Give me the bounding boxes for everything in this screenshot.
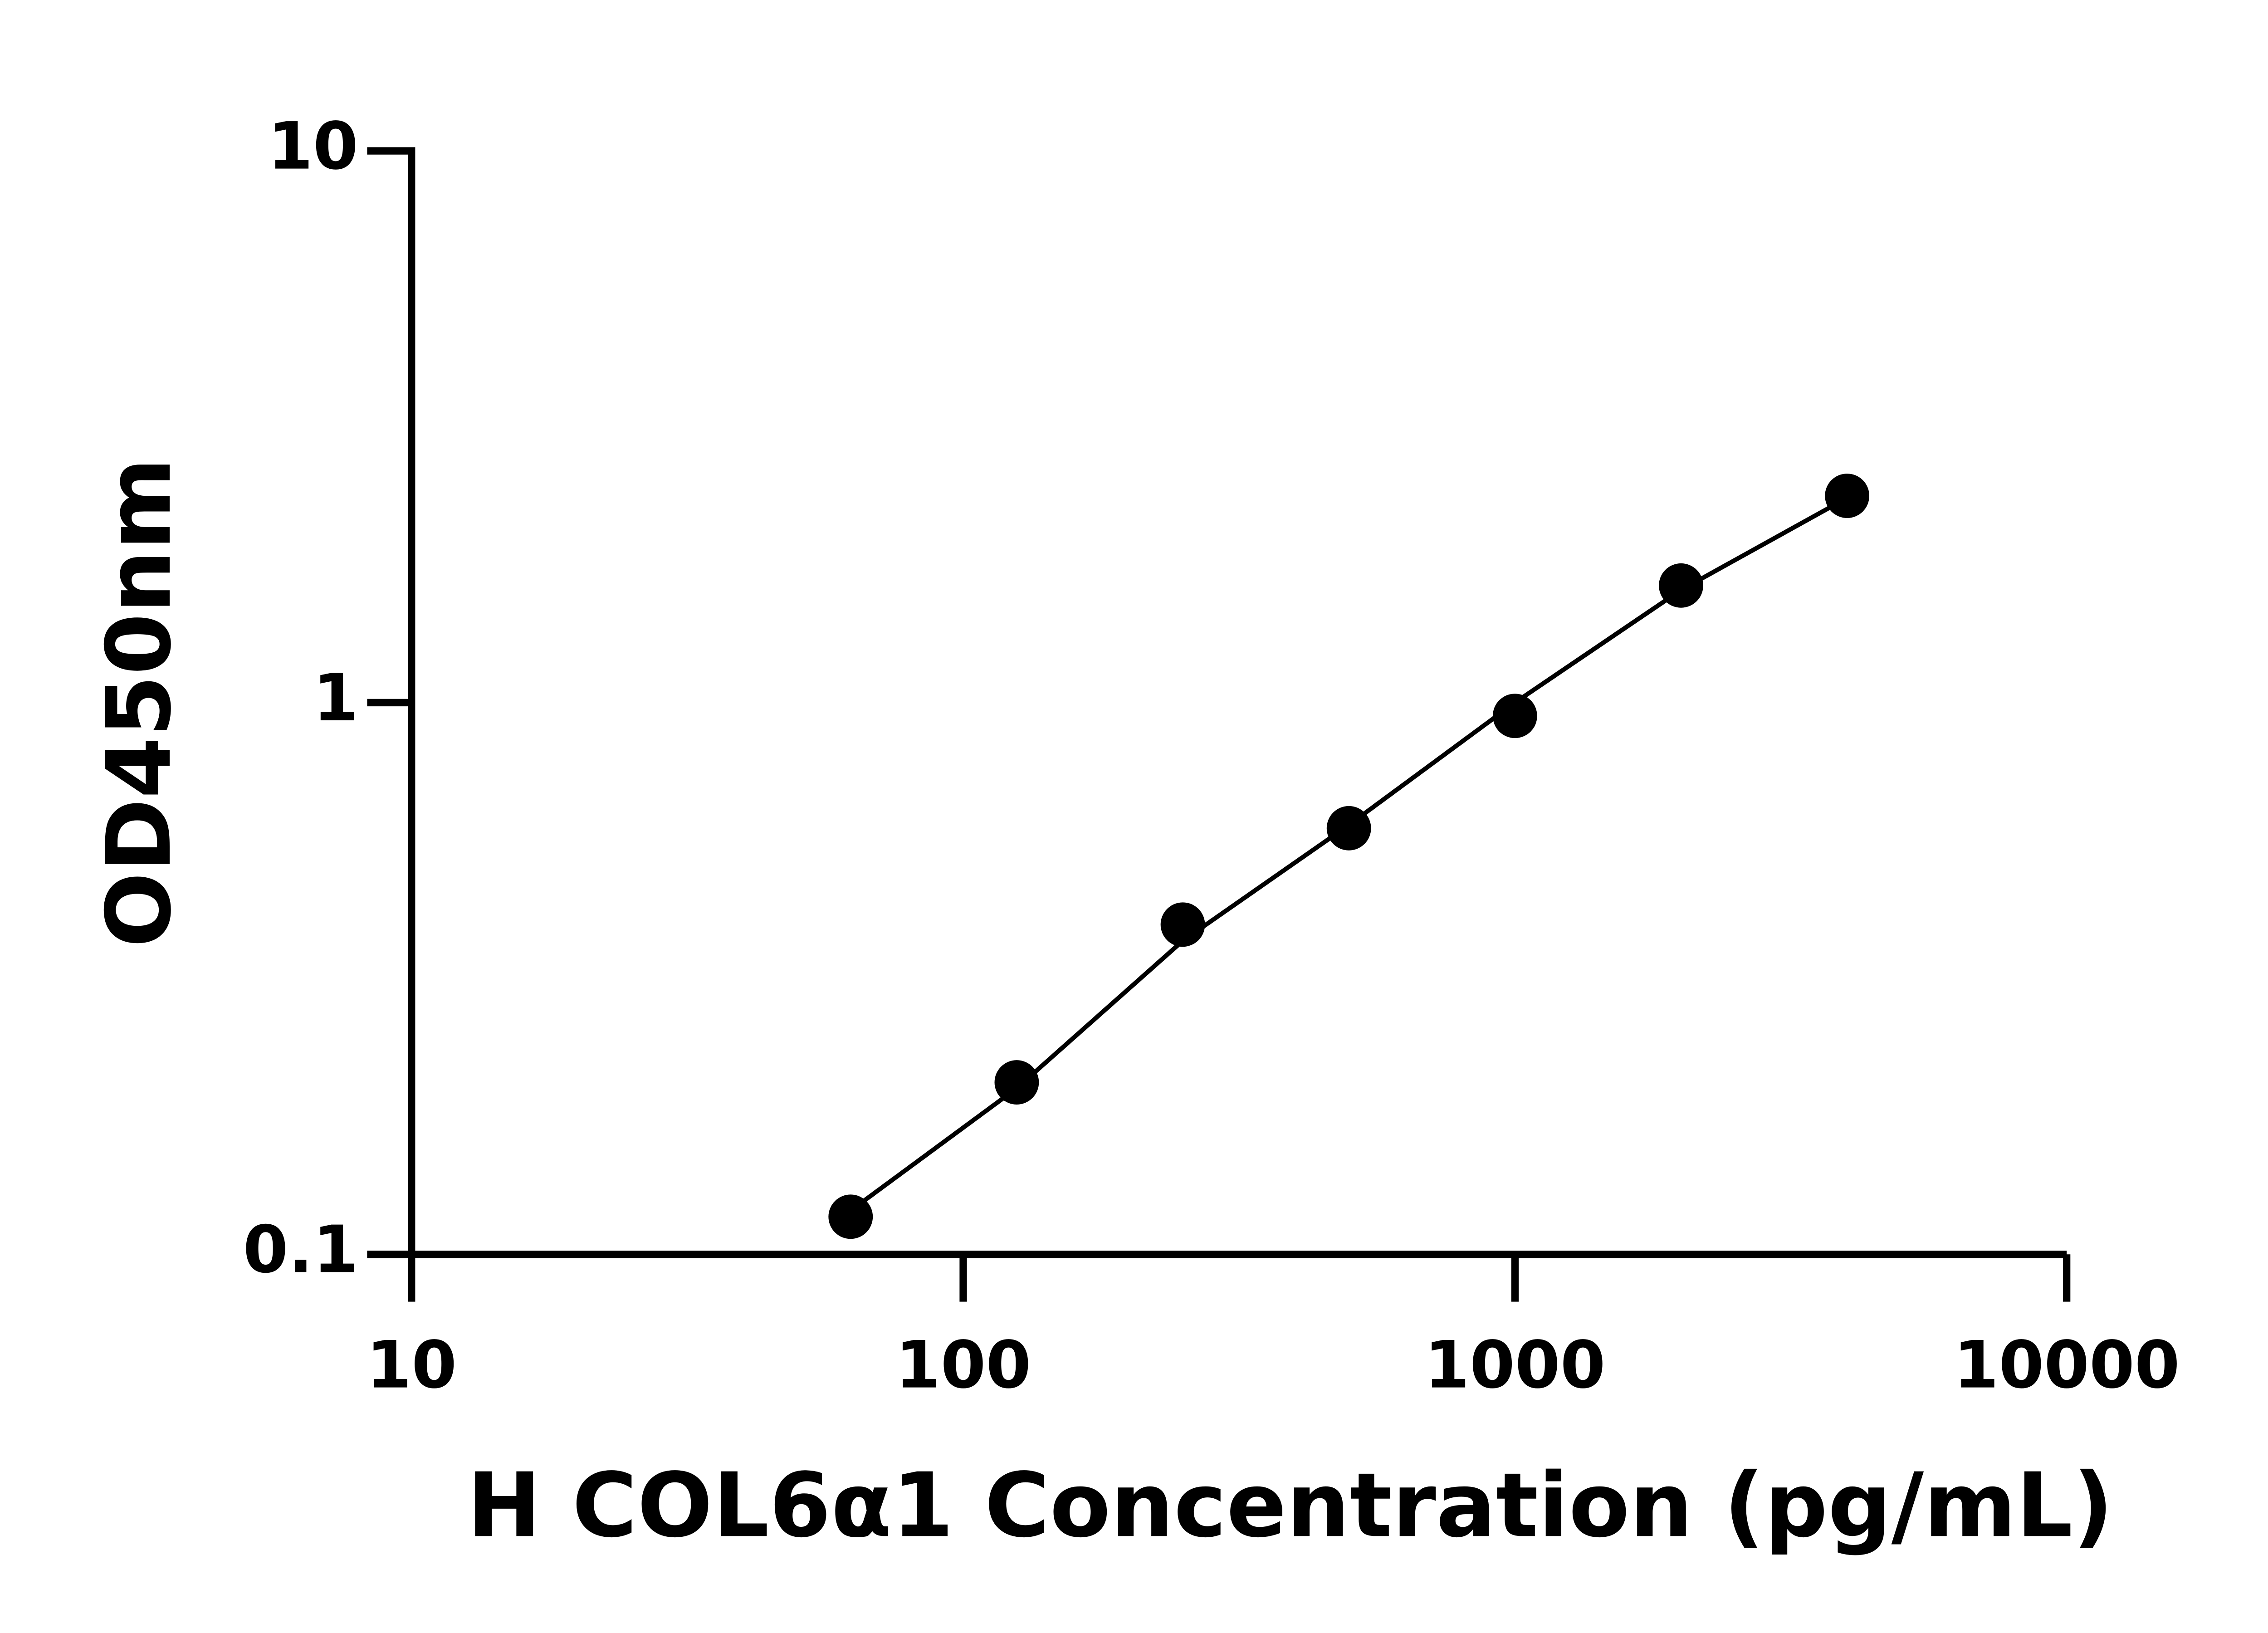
data-point — [994, 1060, 1039, 1105]
data-point — [1160, 902, 1205, 947]
y-tick-label: 10 — [268, 108, 358, 184]
x-tick-label: 100 — [895, 1327, 1031, 1403]
y-tick-label: 1 — [313, 660, 358, 736]
y-axis-title: OD450nm — [88, 458, 191, 948]
fit-line — [849, 496, 1848, 1213]
x-axis-title: H COL6α1 Concentration (pg/mL) — [467, 1454, 2113, 1557]
data-point — [1659, 563, 1703, 608]
data-point — [1825, 474, 1870, 518]
data-point — [828, 1194, 873, 1239]
data-point — [1326, 806, 1371, 851]
y-tick-label: 0.1 — [243, 1212, 358, 1287]
x-tick-label: 1000 — [1424, 1327, 1605, 1403]
x-tick-label: 10000 — [1954, 1327, 2180, 1403]
x-tick-label: 10 — [366, 1327, 457, 1403]
data-point — [1492, 694, 1537, 738]
